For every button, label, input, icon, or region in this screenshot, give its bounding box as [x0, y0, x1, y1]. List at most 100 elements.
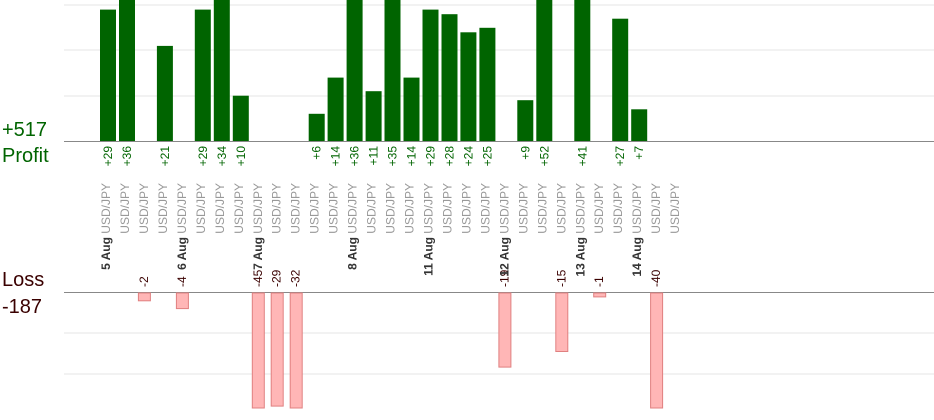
profit-value-label: +41 — [575, 146, 589, 167]
symbol-text: USD/JPY — [232, 183, 246, 234]
loss-value-label: -32 — [289, 269, 303, 287]
loss-value-label: -19 — [497, 269, 511, 287]
symbol-label: 6 Aug USD/JPY — [175, 183, 189, 270]
symbol-label: USD/JPY — [554, 183, 568, 234]
loss-bar — [650, 292, 664, 409]
symbol-text: USD/JPY — [308, 183, 322, 234]
symbol-text: USD/JPY — [554, 183, 568, 234]
symbol-text: USD/JPY — [611, 183, 625, 234]
loss-bar — [175, 292, 189, 310]
date-label: 8 Aug — [346, 234, 360, 270]
loss-bars: -2 -4 -45 -29 -32 -19 -15 -1 -40 — [137, 269, 664, 409]
symbol-text: USD/JPY — [327, 183, 341, 234]
profit-value-label: +34 — [215, 146, 229, 167]
symbol-label: USD/JPY — [668, 183, 682, 234]
symbol-label: 7 Aug USD/JPY — [251, 183, 265, 270]
profit-bar — [232, 95, 249, 141]
symbol-label: 14 Aug USD/JPY — [630, 183, 644, 277]
symbol-text: USD/JPY — [365, 183, 379, 234]
symbol-text: USD/JPY — [478, 183, 492, 234]
symbol-label: 8 Aug USD/JPY — [346, 183, 360, 270]
symbol-label: USD/JPY — [327, 183, 341, 234]
symbol-label: USD/JPY — [308, 183, 322, 234]
symbol-text: USD/JPY — [630, 183, 644, 234]
symbol-label: USD/JPY — [137, 183, 151, 234]
profit-bar — [384, 0, 401, 141]
profit-value-label: +14 — [405, 146, 419, 167]
profit-bar — [365, 91, 382, 141]
x-axis-labels: 5 Aug USD/JPY USD/JPY USD/JPY USD/JPY 6 Aug … — [99, 183, 682, 277]
profit-bar — [517, 100, 534, 141]
profit-bars: +29 +36 +21 +29 +34 +10 +6 +14 +36 +11 +35 +14 +29 +2… — [100, 0, 648, 167]
profit-bar — [536, 0, 553, 141]
symbol-label: USD/JPY — [365, 183, 379, 234]
profit-bar — [631, 109, 648, 141]
profit-bar — [194, 9, 211, 141]
symbol-text: USD/JPY — [668, 183, 682, 234]
profit-value-label: +35 — [386, 146, 400, 167]
profit-value-label: +28 — [443, 146, 457, 167]
profit-bar — [308, 113, 325, 141]
loss-bar — [270, 292, 284, 407]
loss-value-label: -15 — [554, 269, 568, 287]
loss-value-label: -1 — [592, 276, 606, 287]
symbol-label: USD/JPY — [213, 183, 227, 234]
symbol-text: USD/JPY — [441, 183, 455, 234]
symbol-text: USD/JPY — [118, 183, 132, 234]
profit-bar — [460, 32, 477, 141]
symbol-text: USD/JPY — [573, 183, 587, 234]
symbol-text: USD/JPY — [289, 183, 303, 234]
profit-total: +517 — [2, 119, 48, 141]
symbol-label: USD/JPY — [384, 183, 398, 234]
loss-value-label: -4 — [175, 276, 189, 287]
profit-value-label: +25 — [480, 146, 494, 167]
date-label: 5 Aug — [99, 234, 113, 270]
symbol-text: USD/JPY — [194, 183, 208, 234]
symbol-label: USD/JPY — [535, 183, 549, 234]
symbol-label: USD/JPY — [289, 183, 303, 234]
profit-bar — [327, 77, 344, 141]
loss-bar — [251, 292, 265, 409]
symbol-label: USD/JPY — [592, 183, 606, 234]
profit-bar — [403, 77, 420, 141]
symbol-text: USD/JPY — [251, 183, 265, 234]
profit-bar — [119, 0, 135, 141]
symbol-label: USD/JPY — [441, 183, 455, 234]
symbol-label: USD/JPY — [232, 183, 246, 234]
date-label: 13 Aug — [573, 234, 587, 277]
date-label: 12 Aug — [497, 234, 511, 277]
loss-bar — [593, 292, 607, 298]
profit-label: Profit — [2, 145, 49, 167]
symbol-text: USD/JPY — [403, 183, 417, 234]
symbol-label: USD/JPY — [403, 183, 417, 234]
profit-bar — [422, 9, 439, 141]
date-label: 6 Aug — [175, 234, 189, 270]
loss-bar — [289, 292, 303, 409]
symbol-label: USD/JPY — [478, 183, 492, 234]
date-label: 11 Aug — [422, 234, 436, 276]
loss-bar — [555, 292, 569, 352]
profit-value-label: +11 — [367, 146, 381, 166]
profit-value-label: +14 — [329, 146, 343, 167]
profit-value-label: +21 — [158, 146, 172, 167]
symbol-label: USD/JPY — [649, 183, 663, 234]
profit-bar — [479, 27, 496, 142]
profit-value-label: +27 — [613, 146, 627, 167]
symbol-text: USD/JPY — [346, 183, 360, 234]
profit-bar — [213, 0, 230, 141]
date-label: 7 Aug — [251, 234, 265, 270]
symbol-label: USD/JPY — [118, 183, 132, 234]
profit-value-label: +29 — [424, 146, 438, 167]
symbol-text: USD/JPY — [592, 183, 606, 234]
loss-bar — [137, 292, 151, 302]
symbol-text: USD/JPY — [156, 183, 170, 234]
profit-value-label: +9 — [518, 146, 532, 160]
profit-bar — [574, 0, 591, 141]
date-label: 14 Aug — [630, 234, 644, 277]
symbol-text: USD/JPY — [384, 183, 398, 234]
symbol-text: USD/JPY — [422, 183, 436, 234]
symbol-text: USD/JPY — [175, 183, 189, 234]
loss-total: -187 — [2, 296, 43, 318]
profit-value-label: +36 — [120, 146, 134, 167]
profit-bar — [612, 18, 629, 142]
